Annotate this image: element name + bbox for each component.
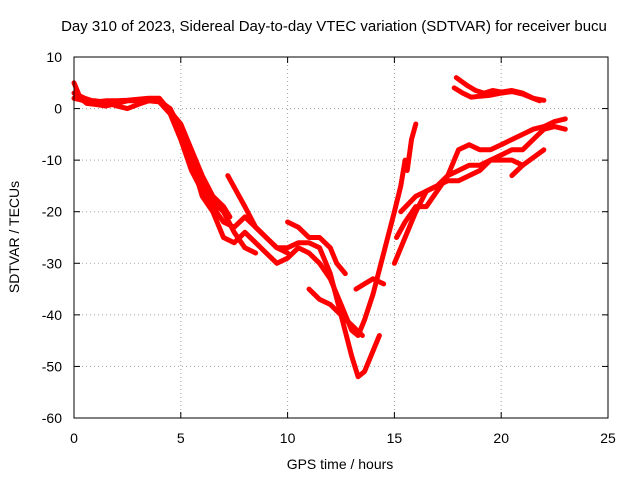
x-tick-label: 25 [600, 430, 616, 446]
series-group [71, 75, 568, 380]
series-line-s14 [353, 276, 387, 292]
grid [74, 57, 608, 418]
axis-ticks [73, 56, 609, 419]
x-tick-label: 15 [387, 430, 403, 446]
series-line-s4 [167, 106, 259, 256]
x-tick-label: 20 [493, 430, 509, 446]
series-line-s1 [71, 95, 408, 338]
plot-frame [73, 56, 609, 419]
x-axis-label: GPS time / hours [287, 456, 394, 472]
x-tick-label: 0 [70, 430, 78, 446]
y-axis-label: SDTVAR / TECUs [6, 181, 22, 293]
series-line-s12 [451, 85, 547, 103]
series-line-s13 [509, 147, 547, 179]
y-tick-label: 0 [54, 101, 62, 117]
y-tick-label: -40 [42, 307, 62, 323]
series-line-s9 [391, 124, 568, 266]
series-line-s10 [398, 157, 526, 215]
series-line-s7 [306, 286, 365, 338]
y-tick-label: -20 [42, 204, 62, 220]
y-tick-label: -10 [42, 152, 62, 168]
chart-title: Day 310 of 2023, Sidereal Day-to-day VTE… [61, 18, 607, 35]
y-tick-label: 10 [46, 49, 62, 65]
y-tick-label: -30 [42, 255, 62, 271]
y-tick-label: -60 [42, 410, 62, 426]
series-line-s15 [404, 121, 419, 173]
series-line-s5 [225, 173, 291, 256]
x-tick-label: 5 [177, 430, 185, 446]
y-tick-label: -50 [42, 358, 62, 374]
x-tick-label: 10 [280, 430, 296, 446]
series-line-s2 [71, 80, 382, 380]
series-line-s6 [285, 219, 348, 277]
tick-labels: 0 5 10 15 20 25 -60 -50 -40 -30 -20 -10 0 10 [42, 49, 616, 446]
series-line-s8 [394, 116, 568, 240]
